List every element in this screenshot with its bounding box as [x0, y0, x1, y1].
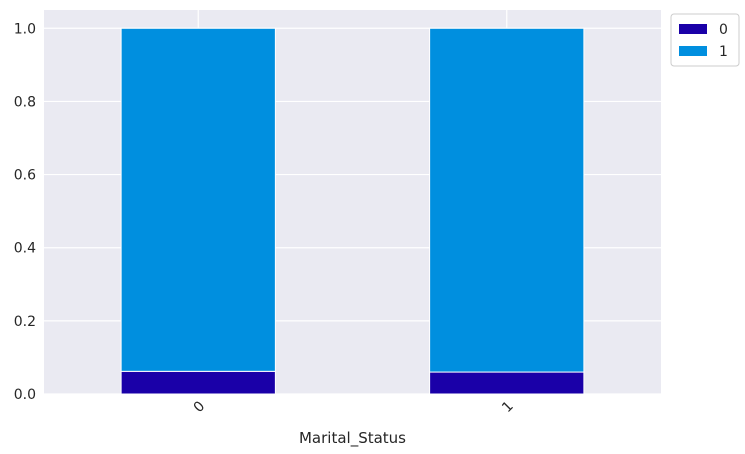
y-axis-ticks: 0.0 0.2 0.4 0.6 0.8 1.0	[14, 21, 36, 403]
legend-box	[670, 13, 740, 67]
y-tick-label: 1.0	[14, 21, 36, 37]
y-tick-label: 0.8	[14, 94, 36, 110]
bar-segment-cat-0-series-0	[120, 370, 276, 395]
bar-segment-cat-0-series-1	[120, 27, 276, 372]
y-tick-label: 0.4	[14, 241, 36, 257]
bars	[120, 27, 585, 395]
legend-swatch-1	[679, 46, 707, 56]
legend-label-1: 1	[719, 44, 728, 60]
legend: 01	[670, 13, 740, 67]
x-tick-label: 1	[499, 398, 517, 416]
bar-segment-cat-1-series-1	[429, 27, 585, 373]
bar-segment-cat-1-series-0	[429, 371, 585, 395]
y-tick-label: 0.0	[14, 387, 36, 403]
x-tick-label: 0	[191, 398, 209, 416]
y-tick-label: 0.2	[14, 314, 36, 330]
legend-swatch-0	[679, 24, 707, 34]
x-axis-label: Marital_Status	[299, 429, 406, 448]
y-tick-label: 0.6	[14, 168, 36, 184]
legend-label-0: 0	[719, 22, 728, 38]
